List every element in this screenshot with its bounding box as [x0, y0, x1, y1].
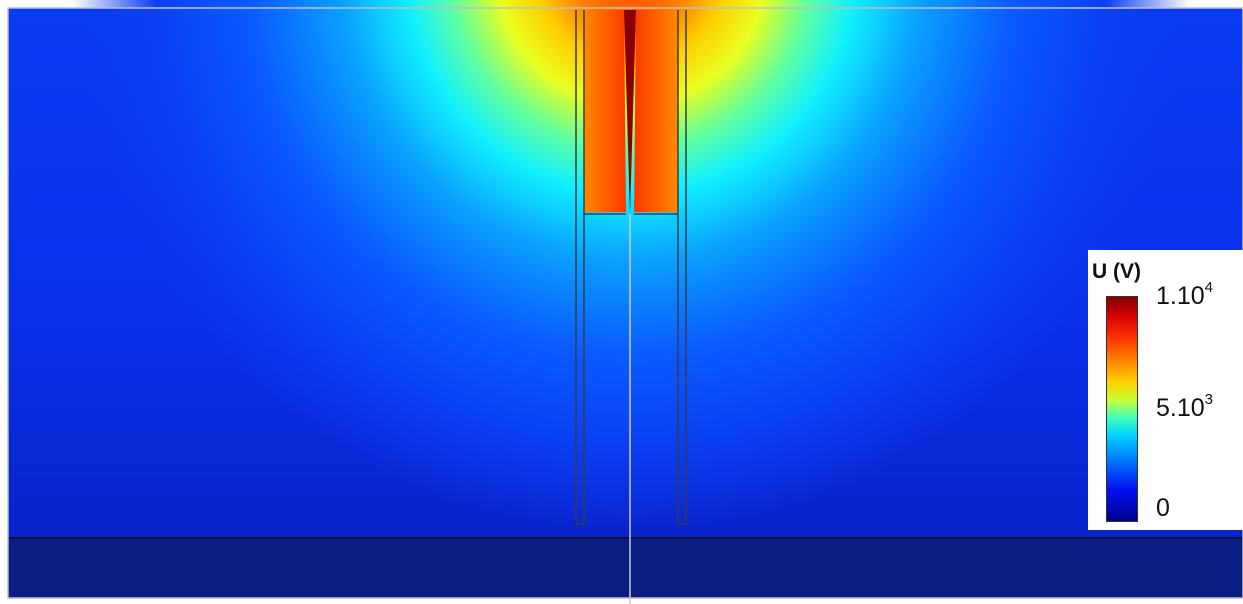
- colorbar-mid-label: 5.103: [1156, 391, 1214, 422]
- colorbar-min-label: 0: [1156, 494, 1170, 522]
- left-electrode-region: [584, 10, 626, 212]
- plot-frame: [7, 7, 1243, 599]
- geometry-outlines: [575, 10, 687, 525]
- colorbar-title: U (V): [1092, 260, 1141, 283]
- colorbar-gradient: [1106, 296, 1138, 522]
- right-electrode-region: [634, 10, 678, 212]
- colorbar-legend: U (V) 1.104 5.103 0: [1088, 250, 1243, 530]
- ground-plane: [8, 538, 1243, 598]
- potential-glow: [71, 0, 1191, 604]
- central-needle: [624, 10, 636, 215]
- colorbar-max-label: 1.104: [1156, 279, 1214, 310]
